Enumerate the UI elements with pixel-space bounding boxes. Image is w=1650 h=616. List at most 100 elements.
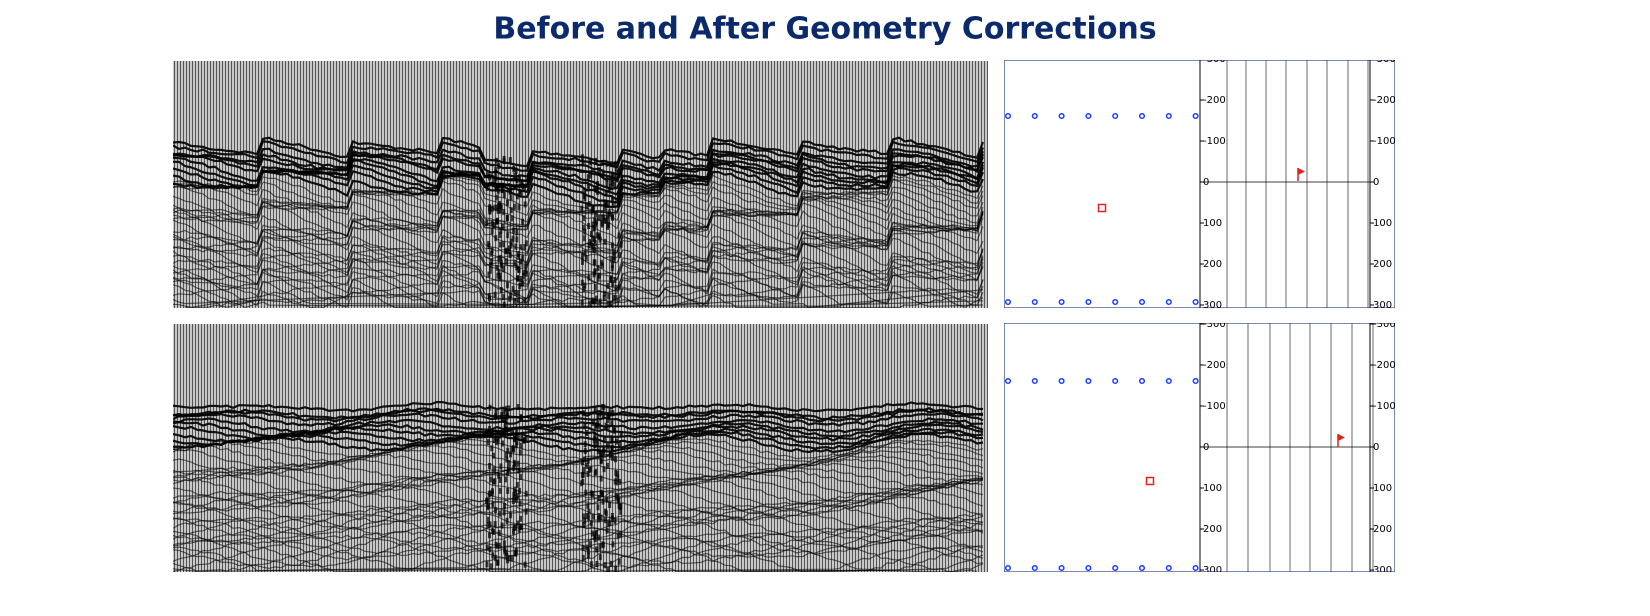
noise bbox=[592, 225, 595, 231]
noise bbox=[487, 517, 490, 523]
noise bbox=[516, 521, 519, 527]
tick-label: -200 bbox=[1203, 360, 1226, 371]
noise bbox=[598, 167, 601, 173]
noise bbox=[614, 456, 617, 462]
noise bbox=[488, 175, 491, 181]
noise bbox=[588, 301, 591, 307]
noise bbox=[584, 490, 587, 496]
noise bbox=[497, 163, 500, 169]
noise bbox=[518, 189, 521, 195]
noise bbox=[503, 158, 506, 164]
noise bbox=[506, 282, 509, 288]
noise bbox=[502, 241, 505, 247]
noise bbox=[598, 495, 601, 501]
noise bbox=[587, 184, 590, 190]
noise bbox=[584, 441, 587, 447]
noise bbox=[615, 285, 618, 291]
noise bbox=[588, 201, 591, 207]
noise bbox=[505, 258, 508, 264]
noise bbox=[513, 436, 516, 442]
noise bbox=[497, 256, 500, 262]
noise bbox=[612, 541, 615, 547]
noise bbox=[501, 187, 504, 193]
noise bbox=[519, 259, 522, 265]
noise bbox=[619, 532, 622, 538]
noise bbox=[488, 491, 491, 497]
noise bbox=[600, 458, 603, 464]
noise bbox=[588, 275, 591, 281]
noise bbox=[580, 206, 583, 212]
noise bbox=[504, 419, 507, 425]
noise bbox=[611, 243, 614, 249]
tick-label: -100 bbox=[1203, 401, 1226, 412]
noise bbox=[591, 491, 594, 497]
noise bbox=[490, 431, 493, 437]
tick-label: 300 bbox=[1373, 565, 1392, 576]
noise bbox=[606, 444, 609, 450]
noise bbox=[487, 243, 490, 249]
noise bbox=[603, 295, 606, 301]
noise bbox=[594, 211, 597, 217]
noise bbox=[518, 488, 521, 494]
tick-label: -300 bbox=[1373, 319, 1396, 330]
noise bbox=[614, 566, 617, 572]
noise bbox=[513, 298, 516, 304]
noise bbox=[618, 233, 621, 239]
noise bbox=[485, 431, 488, 437]
noise bbox=[489, 546, 492, 552]
noise bbox=[503, 503, 506, 509]
noise bbox=[592, 235, 595, 241]
noise bbox=[498, 530, 501, 536]
noise bbox=[591, 531, 594, 537]
noise bbox=[487, 439, 490, 445]
noise bbox=[614, 479, 617, 485]
noise bbox=[612, 257, 615, 263]
noise bbox=[615, 439, 618, 445]
noise bbox=[593, 271, 596, 277]
noise bbox=[594, 158, 597, 164]
noise bbox=[503, 302, 506, 308]
title: Before and After Geometry Corrections bbox=[493, 12, 1156, 47]
noise bbox=[519, 474, 522, 480]
noise bbox=[520, 414, 523, 420]
noise bbox=[496, 218, 499, 224]
noise bbox=[494, 292, 497, 298]
noise bbox=[513, 460, 516, 466]
noise bbox=[525, 509, 528, 515]
noise bbox=[601, 222, 604, 228]
noise bbox=[517, 404, 520, 410]
noise bbox=[595, 296, 598, 302]
noise bbox=[491, 206, 494, 212]
noise bbox=[508, 296, 511, 302]
noise bbox=[599, 450, 602, 456]
noise bbox=[517, 291, 520, 297]
noise bbox=[599, 410, 602, 416]
noise bbox=[501, 441, 504, 447]
noise bbox=[582, 410, 585, 416]
noise bbox=[512, 465, 515, 471]
noise bbox=[507, 460, 510, 466]
noise bbox=[502, 294, 505, 300]
noise bbox=[605, 161, 608, 167]
noise bbox=[607, 222, 610, 228]
noise bbox=[486, 545, 489, 551]
noise bbox=[611, 281, 614, 287]
noise bbox=[593, 442, 596, 448]
noise bbox=[595, 423, 598, 429]
noise bbox=[512, 228, 515, 234]
tick-label: 300 bbox=[1203, 300, 1222, 311]
noise bbox=[506, 410, 509, 416]
noise bbox=[491, 502, 494, 508]
noise bbox=[517, 297, 520, 303]
noise bbox=[512, 236, 515, 242]
noise bbox=[499, 477, 502, 483]
noise bbox=[516, 482, 519, 488]
tick-label: 100 bbox=[1203, 218, 1222, 229]
noise bbox=[595, 437, 598, 443]
noise bbox=[606, 176, 609, 182]
noise bbox=[519, 244, 522, 250]
noise bbox=[500, 287, 503, 293]
noise bbox=[498, 543, 501, 549]
noise bbox=[589, 541, 592, 547]
